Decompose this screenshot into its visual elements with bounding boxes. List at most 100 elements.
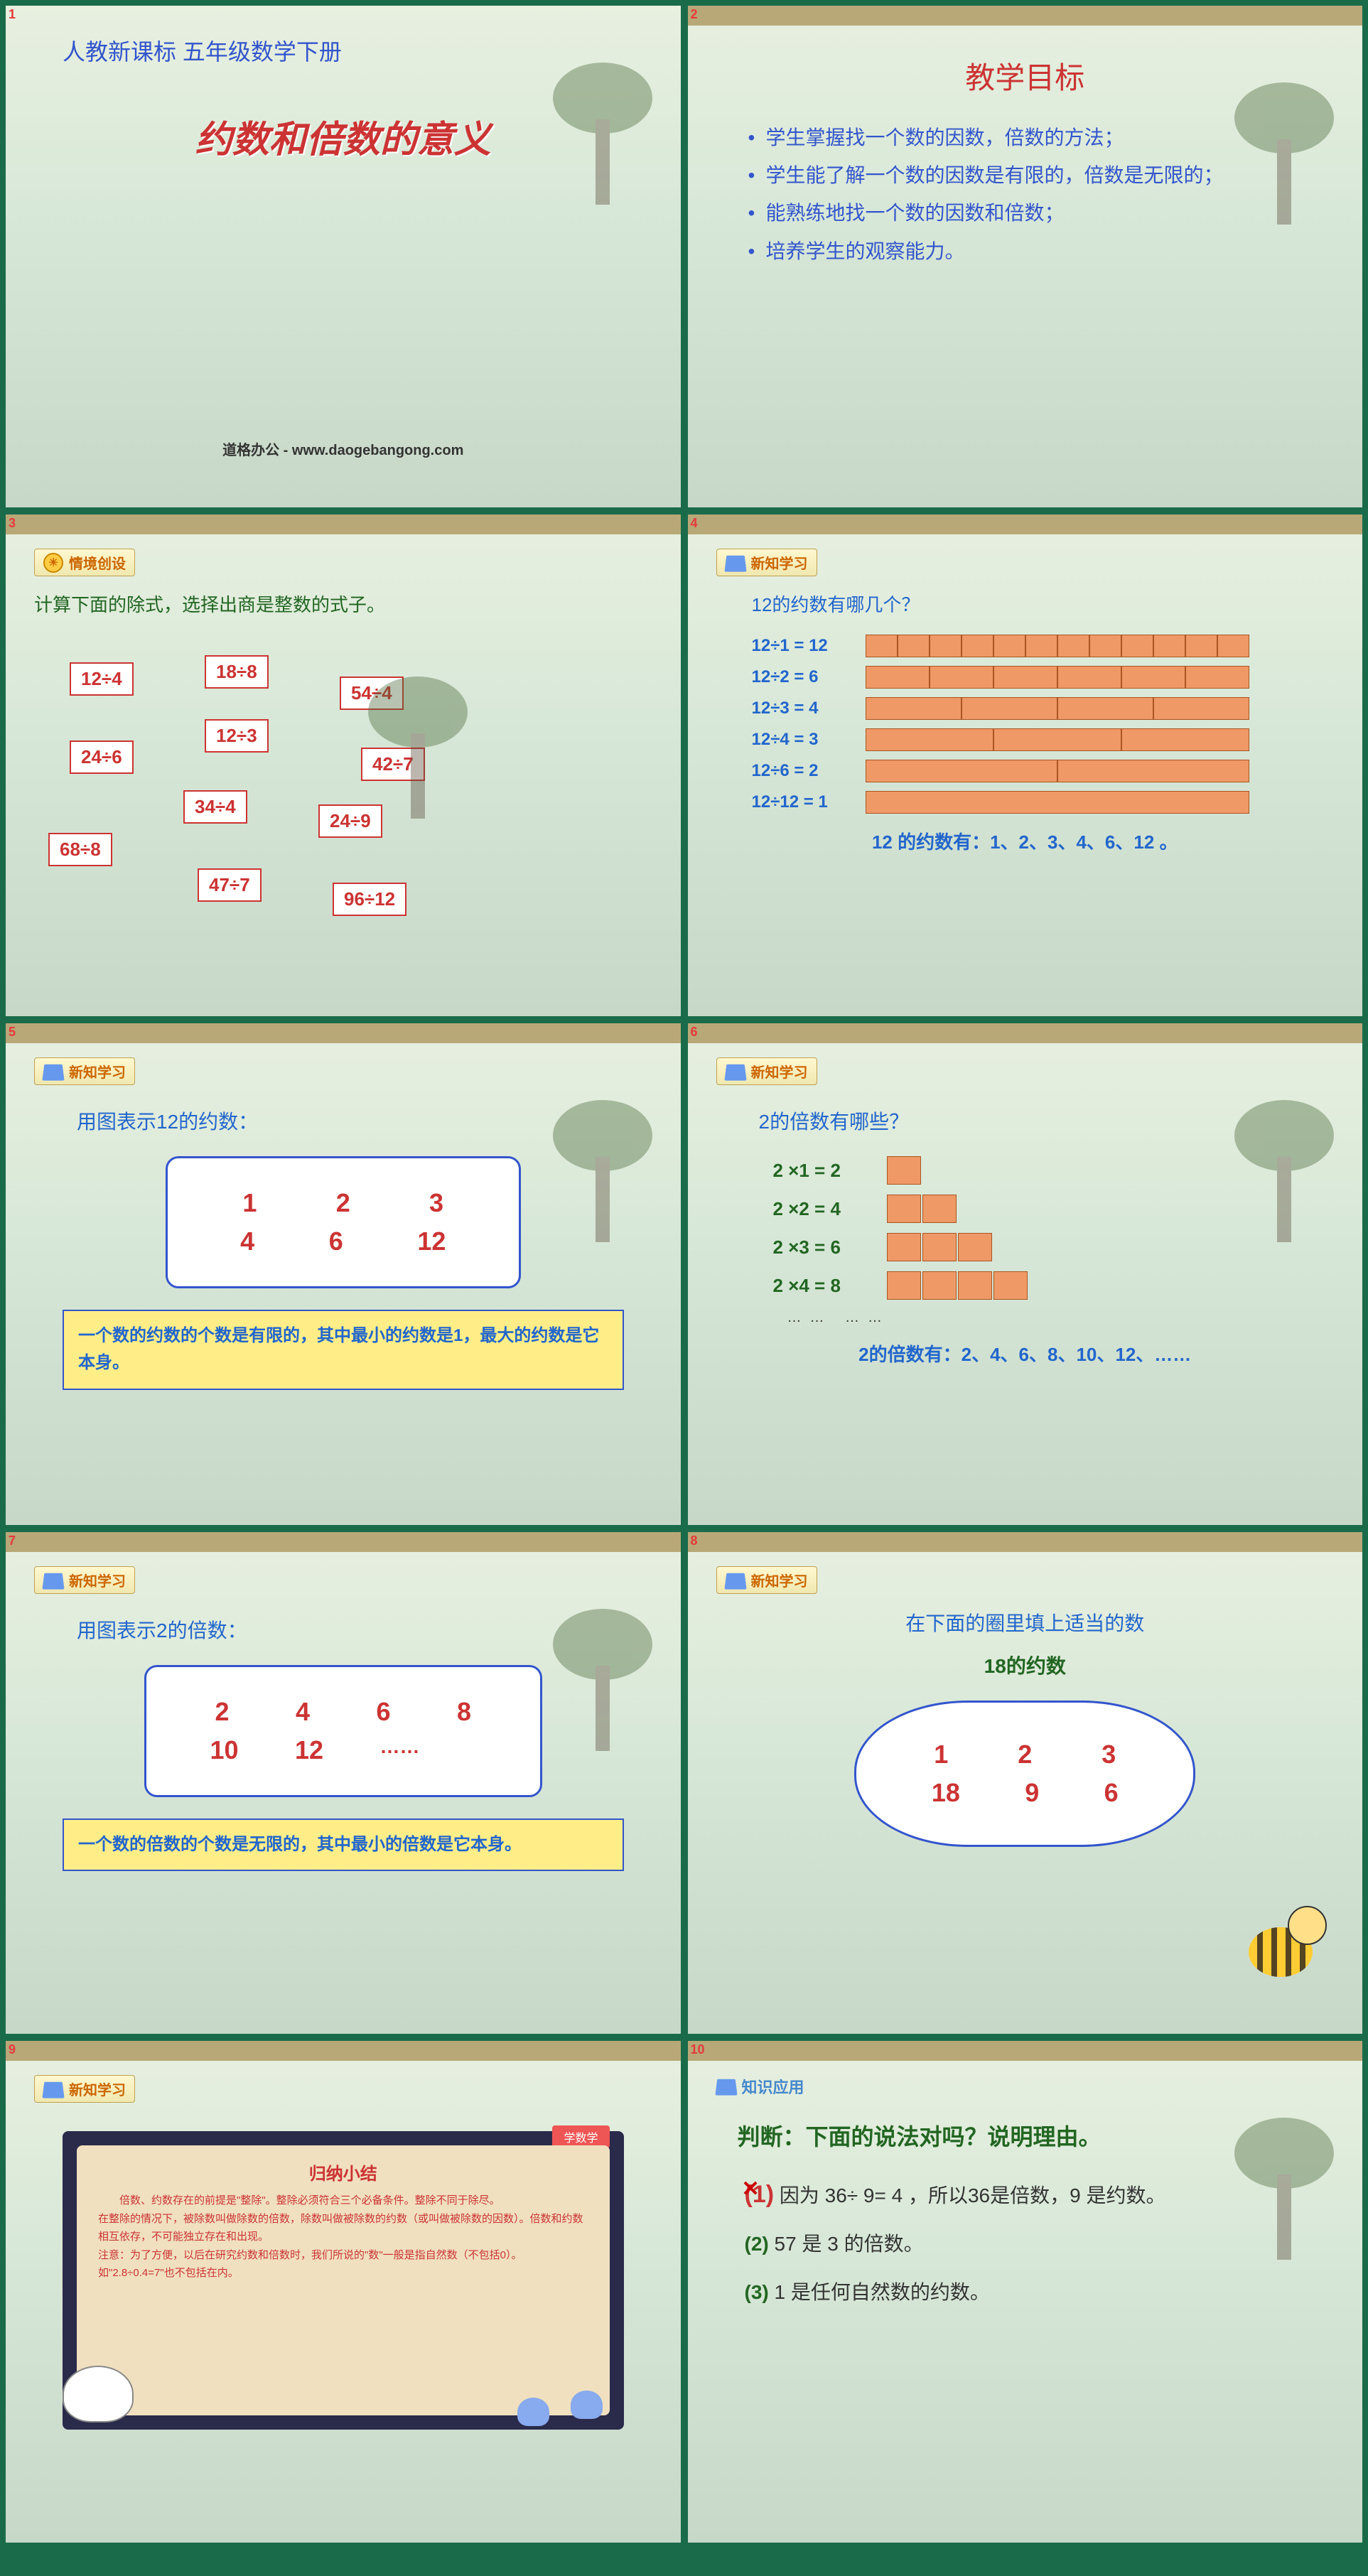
slide-5: 5 新知学习 用图表示12的约数： 1 2 3 4 6 12 一个数的约数的个数…: [4, 1022, 682, 1526]
square-segments: [887, 1195, 957, 1223]
top-bar: [6, 1532, 681, 1552]
slide-number: 8: [691, 1534, 698, 1548]
book-icon: [42, 1573, 64, 1589]
top-bar: [688, 514, 1363, 534]
num: 1: [934, 1740, 948, 1769]
slide-1: 1 人教新课标 五年级数学下册 约数和倍数的意义 道格办公 - www.daog…: [4, 4, 682, 509]
slide-number: 3: [9, 516, 16, 531]
section-badge: 知识应用: [716, 2075, 804, 2098]
mult-row: 2 ×4 = 8: [773, 1271, 1335, 1300]
birds-icon: [517, 2376, 603, 2426]
num: 8: [457, 1697, 471, 1727]
equation: 2 ×1 = 2: [773, 1160, 887, 1182]
slide-4: 4 新知学习 12的约数有哪几个？ 12÷1 = 1212÷2 = 612÷3 …: [686, 513, 1364, 1018]
book-icon: [724, 555, 746, 571]
slide-number: 4: [691, 516, 698, 531]
num: 12: [295, 1735, 323, 1765]
num: 6: [1104, 1778, 1119, 1808]
section-badge: ☀ 情境创设: [34, 549, 135, 576]
equation: 12÷12 = 1: [752, 792, 866, 812]
badge-label: 新知学习: [69, 1570, 126, 1590]
slide-grid: 1 人教新课标 五年级数学下册 约数和倍数的意义 道格办公 - www.daog…: [0, 0, 1368, 2548]
badge-label: 知识应用: [742, 2075, 804, 2098]
equation: 2 ×3 = 6: [773, 1236, 887, 1259]
equation: 12÷1 = 12: [752, 636, 866, 656]
square-segments: [887, 1271, 1028, 1300]
division-row: 12÷2 = 6: [752, 666, 1335, 689]
slide-number: 9: [9, 2042, 16, 2057]
conclusion: 2的倍数有：2、4、6、8、10、12、……: [716, 1340, 1335, 1367]
section-badge: 新知学习: [34, 1057, 135, 1085]
bee-icon: [1242, 1877, 1341, 1991]
num: 18: [932, 1778, 960, 1808]
sun-icon: ☀: [43, 553, 63, 573]
num: ……: [380, 1735, 420, 1765]
tree-decoration: [1220, 2118, 1348, 2260]
bar-segments: [866, 697, 1249, 720]
square-segments: [887, 1156, 921, 1185]
num: 2: [215, 1697, 229, 1727]
section-badge: 新知学习: [716, 1057, 817, 1085]
slide-number: 7: [9, 1534, 16, 1548]
division-row: 12÷3 = 4: [752, 697, 1335, 720]
slide-number: 2: [691, 7, 698, 22]
section-badge: 新知学习: [34, 1566, 135, 1594]
prompt-text: 计算下面的除式，选择出商是整数的式子。: [34, 591, 652, 617]
number-box: 1 2 3 4 6 12: [166, 1156, 521, 1288]
division-row: 12÷12 = 1: [752, 791, 1335, 814]
slide-6: 6 新知学习 2的倍数有哪些？ 2 ×1 = 22 ×2 = 42 ×3 = 6…: [686, 1022, 1364, 1526]
num: 2: [336, 1188, 350, 1218]
tree-decoration: [1220, 1100, 1348, 1242]
badge-label: 新知学习: [751, 1061, 808, 1082]
tree-decoration: [539, 63, 667, 205]
note-box: 一个数的约数的个数是有限的，其中最小的约数是1，最大的约数是它本身。: [63, 1310, 624, 1390]
badge-label: 新知学习: [751, 552, 808, 573]
tree-decoration: [539, 1609, 667, 1751]
equation: 12÷3 = 4: [752, 699, 866, 718]
division-box: 24÷6: [70, 740, 134, 774]
summary-head: 归纳小结: [98, 2160, 588, 2184]
slide-7: 7 新知学习 用图表示2的倍数： 2 4 6 8 10 12 …… 一个数的倍数…: [4, 1531, 682, 2035]
num: 1: [242, 1188, 257, 1218]
division-box: 68÷8: [48, 833, 112, 866]
num: 9: [1025, 1778, 1039, 1808]
badge-label: 新知学习: [751, 1570, 808, 1590]
equation: 12÷2 = 6: [752, 667, 866, 687]
top-bar: [688, 1532, 1363, 1552]
slide-2: 2 教学目标 学生掌握找一个数的因数，倍数的方法； 学生能了解一个数的因数是有限…: [686, 4, 1364, 509]
note-box: 一个数的倍数的个数是无限的，其中最小的倍数是它本身。: [63, 1818, 624, 1871]
judgment-item: (3) 1 是任何自然数的约数。: [745, 2277, 1335, 2305]
book-icon: [715, 2079, 737, 2096]
division-box: 47÷7: [198, 868, 262, 902]
num: 12: [417, 1227, 446, 1256]
num: 4: [296, 1697, 310, 1727]
badge-label: 新知学习: [69, 1061, 126, 1082]
slide-10: 10 知识应用 判断：下面的说法对吗？说明理由。 (1) 因为 36÷ 9= 4…: [686, 2039, 1364, 2544]
badge-label: 新知学习: [69, 2079, 126, 2099]
list-item: 培养学生的观察能力。: [745, 232, 1306, 270]
top-bar: [688, 1023, 1363, 1043]
top-bar: [688, 6, 1363, 26]
conclusion: 12 的约数有：1、2、3、4、6、12 。: [716, 828, 1335, 854]
slide-9: 9 新知学习 学数学 归纳小结 倍数、约数存在的前提是"整除"。整除必须符合三个…: [4, 2039, 682, 2544]
book-icon: [42, 2081, 64, 2098]
division-box: 34÷4: [183, 790, 247, 824]
tree-decoration: [1220, 82, 1348, 225]
slide-8: 8 新知学习 在下面的圈里填上适当的数 18的约数 1 2 3 18 9 6: [686, 1531, 1364, 2035]
slide-number: 1: [9, 7, 16, 22]
division-box: 12÷3: [205, 719, 269, 753]
top-bar: [6, 1023, 681, 1043]
num: 10: [210, 1735, 238, 1765]
number-box: 2 4 6 8 10 12 ……: [144, 1665, 542, 1797]
oval-box: 1 2 3 18 9 6: [854, 1701, 1195, 1847]
badge-label: 情境创设: [69, 552, 126, 573]
book-icon: [724, 1573, 746, 1589]
prompt: 在下面的圈里填上适当的数: [716, 1608, 1335, 1637]
equation: 12÷4 = 3: [752, 730, 866, 750]
footer-text: 道格办公 - www.daogebangong.com: [6, 438, 681, 459]
bar-segments: [866, 760, 1249, 782]
division-box: 12÷4: [70, 662, 134, 696]
ellipsis: …… ……: [787, 1310, 1335, 1326]
equation: 12÷6 = 2: [752, 761, 866, 781]
slide-number: 10: [691, 2042, 705, 2057]
